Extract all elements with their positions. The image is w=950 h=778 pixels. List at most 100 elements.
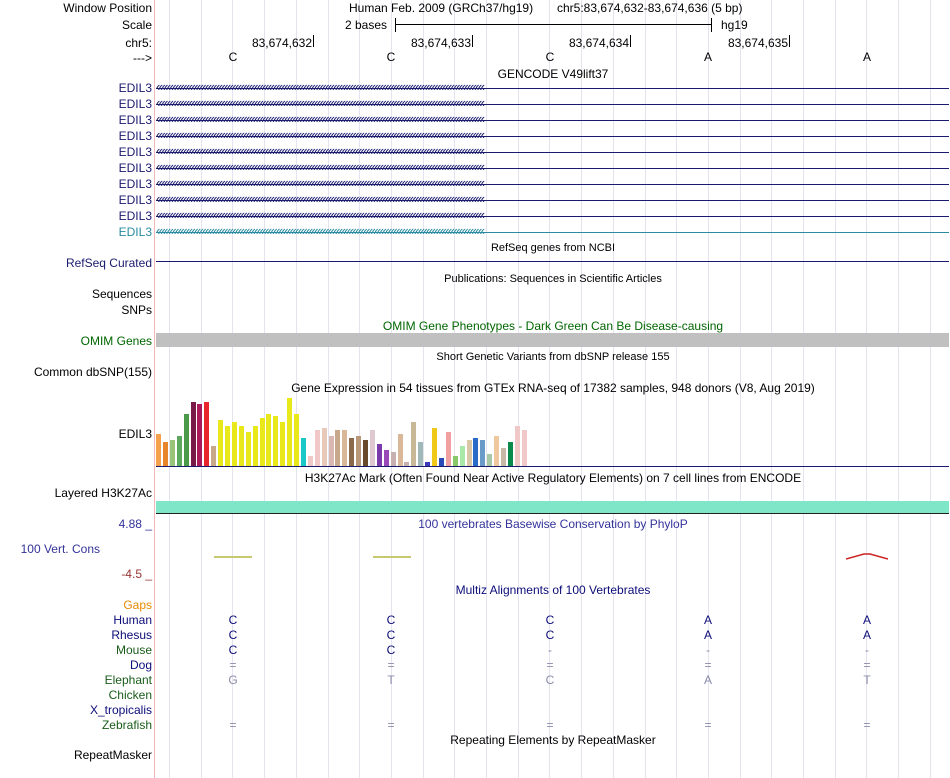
gtex-tissue-bar[interactable] xyxy=(452,456,458,466)
gene-label[interactable]: EDIL3 xyxy=(118,145,152,159)
species-label[interactable]: Dog xyxy=(129,658,152,672)
gtex-tissue-bar[interactable] xyxy=(459,446,465,466)
gene-model[interactable]: ‹‹‹‹‹‹‹‹‹‹‹‹‹‹‹‹‹‹‹‹‹‹‹‹‹‹‹‹‹‹‹‹‹‹‹‹‹‹‹‹… xyxy=(156,129,949,143)
gtex-tissue-bar[interactable] xyxy=(349,438,355,466)
gtex-tissue-bar[interactable] xyxy=(438,458,444,466)
gtex-tissue-bar[interactable] xyxy=(218,420,224,466)
omim-track-label[interactable]: OMIM Genes xyxy=(80,334,152,348)
gtex-tissue-bar[interactable] xyxy=(369,430,375,466)
repeatmasker-track-label[interactable]: RepeatMasker xyxy=(73,748,152,762)
gtex-tissue-bar[interactable] xyxy=(211,446,217,466)
gtex-bar-chart[interactable] xyxy=(156,396,536,466)
gene-label[interactable]: EDIL3 xyxy=(118,177,152,191)
gene-model[interactable]: ‹‹‹‹‹‹‹‹‹‹‹‹‹‹‹‹‹‹‹‹‹‹‹‹‹‹‹‹‹‹‹‹‹‹‹‹‹‹‹‹… xyxy=(156,225,949,239)
gtex-tissue-bar[interactable] xyxy=(356,436,362,466)
gtex-tissue-bar[interactable] xyxy=(307,456,313,466)
species-label[interactable]: Chicken xyxy=(108,688,152,702)
gene-label[interactable]: EDIL3 xyxy=(118,81,152,95)
gtex-tissue-bar[interactable] xyxy=(183,414,189,466)
gtex-tissue-bar[interactable] xyxy=(514,426,520,466)
gtex-tissue-bar[interactable] xyxy=(273,416,279,466)
gtex-tissue-bar[interactable] xyxy=(466,440,472,466)
gtex-tissue-bar[interactable] xyxy=(328,436,334,466)
gtex-tissue-bar[interactable] xyxy=(487,454,493,466)
gtex-tissue-bar[interactable] xyxy=(411,422,417,466)
gene-label[interactable]: EDIL3 xyxy=(118,161,152,175)
refseq-track-label[interactable]: RefSeq Curated xyxy=(65,256,152,270)
gtex-tissue-bar[interactable] xyxy=(225,426,230,466)
gtex-tissue-bar[interactable] xyxy=(156,434,161,466)
gtex-tissue-bar[interactable] xyxy=(204,402,210,466)
gtex-tissue-bar[interactable] xyxy=(390,452,396,466)
gtex-tissue-bar[interactable] xyxy=(445,432,451,466)
gtex-tissue-bar[interactable] xyxy=(494,436,500,466)
coordinate-label: 83,674,633 xyxy=(410,36,471,50)
h3k27ac-signal-bar[interactable] xyxy=(156,501,949,513)
gtex-tissue-bar[interactable] xyxy=(376,444,382,466)
gene-model[interactable]: ‹‹‹‹‹‹‹‹‹‹‹‹‹‹‹‹‹‹‹‹‹‹‹‹‹‹‹‹‹‹‹‹‹‹‹‹‹‹‹‹… xyxy=(156,113,949,127)
species-label[interactable]: Rhesus xyxy=(111,628,152,642)
gtex-tissue-bar[interactable] xyxy=(259,418,265,466)
phylop-track-label[interactable]: 100 Vert. Cons xyxy=(20,542,100,556)
gtex-tissue-bar[interactable] xyxy=(162,442,168,466)
gene-label[interactable]: EDIL3 xyxy=(118,113,152,127)
gene-model[interactable]: ‹‹‹‹‹‹‹‹‹‹‹‹‹‹‹‹‹‹‹‹‹‹‹‹‹‹‹‹‹‹‹‹‹‹‹‹‹‹‹‹… xyxy=(156,209,949,223)
gene-label[interactable]: EDIL3 xyxy=(118,225,152,239)
gene-model[interactable]: ‹‹‹‹‹‹‹‹‹‹‹‹‹‹‹‹‹‹‹‹‹‹‹‹‹‹‹‹‹‹‹‹‹‹‹‹‹‹‹‹… xyxy=(156,177,949,191)
gene-model[interactable]: ‹‹‹‹‹‹‹‹‹‹‹‹‹‹‹‹‹‹‹‹‹‹‹‹‹‹‹‹‹‹‹‹‹‹‹‹‹‹‹‹… xyxy=(156,145,949,159)
gtex-tissue-bar[interactable] xyxy=(231,422,237,466)
gtex-tissue-bar[interactable] xyxy=(287,398,293,466)
gtex-tissue-bar[interactable] xyxy=(176,436,182,466)
gtex-tissue-bar[interactable] xyxy=(473,438,479,466)
snps-track-label[interactable]: SNPs xyxy=(121,303,152,317)
gtex-tissue-bar[interactable] xyxy=(335,430,341,466)
gtex-tissue-bar[interactable] xyxy=(397,434,403,466)
gtex-tissue-bar[interactable] xyxy=(300,438,306,466)
gtex-tissue-bar[interactable] xyxy=(342,430,348,466)
gene-label[interactable]: EDIL3 xyxy=(118,97,152,111)
grid-line xyxy=(676,0,678,778)
gene-model[interactable]: ‹‹‹‹‹‹‹‹‹‹‹‹‹‹‹‹‹‹‹‹‹‹‹‹‹‹‹‹‹‹‹‹‹‹‹‹‹‹‹‹… xyxy=(156,97,949,111)
alignment-base: T xyxy=(863,673,871,687)
gtex-tissue-bar[interactable] xyxy=(383,450,389,466)
gtex-tissue-bar[interactable] xyxy=(280,422,286,466)
species-label[interactable]: Mouse xyxy=(115,643,152,657)
h3k27ac-track-label[interactable]: Layered H3K27Ac xyxy=(54,486,152,500)
omim-bar[interactable] xyxy=(156,333,949,347)
gtex-tissue-bar[interactable] xyxy=(521,430,527,466)
refseq-line[interactable] xyxy=(156,261,949,262)
gtex-tissue-bar[interactable] xyxy=(266,414,272,466)
gtex-tissue-bar[interactable] xyxy=(252,426,258,466)
gtex-tissue-bar[interactable] xyxy=(190,402,196,466)
gtex-tissue-bar[interactable] xyxy=(314,430,320,466)
gtex-tissue-bar[interactable] xyxy=(238,426,244,466)
gtex-tissue-bar[interactable] xyxy=(294,414,299,466)
gtex-tissue-bar[interactable] xyxy=(480,440,486,466)
gtex-tissue-bar[interactable] xyxy=(404,462,410,466)
gene-label[interactable]: EDIL3 xyxy=(118,129,152,143)
species-label[interactable]: Human xyxy=(113,613,152,627)
gtex-tissue-bar[interactable] xyxy=(363,440,368,466)
gtex-tissue-bar[interactable] xyxy=(169,440,175,466)
gene-model[interactable]: ‹‹‹‹‹‹‹‹‹‹‹‹‹‹‹‹‹‹‹‹‹‹‹‹‹‹‹‹‹‹‹‹‹‹‹‹‹‹‹‹… xyxy=(156,161,949,175)
gene-model[interactable]: ‹‹‹‹‹‹‹‹‹‹‹‹‹‹‹‹‹‹‹‹‹‹‹‹‹‹‹‹‹‹‹‹‹‹‹‹‹‹‹‹… xyxy=(156,81,949,95)
gtex-tissue-bar[interactable] xyxy=(197,404,203,466)
gtex-tissue-bar[interactable] xyxy=(425,462,431,466)
species-label[interactable]: Elephant xyxy=(104,673,152,687)
reference-base: C xyxy=(228,50,238,64)
gtex-tissue-bar[interactable] xyxy=(321,428,327,466)
species-label[interactable]: X_tropicalis xyxy=(89,703,152,717)
gtex-tissue-bar[interactable] xyxy=(418,442,424,466)
track-data-area[interactable]: Human Feb. 2009 (GRCh37/hg19) chr5:83,67… xyxy=(156,0,950,778)
gene-label[interactable]: EDIL3 xyxy=(118,209,152,223)
gtex-tissue-bar[interactable] xyxy=(432,428,437,466)
gtex-tissue-bar[interactable] xyxy=(501,448,506,466)
gene-model[interactable]: ‹‹‹‹‹‹‹‹‹‹‹‹‹‹‹‹‹‹‹‹‹‹‹‹‹‹‹‹‹‹‹‹‹‹‹‹‹‹‹‹… xyxy=(156,193,949,207)
gtex-tissue-bar[interactable] xyxy=(507,442,513,466)
species-label[interactable]: Zebrafish xyxy=(101,718,152,732)
publications-track-label[interactable]: Sequences xyxy=(91,287,152,301)
gtex-track-label[interactable]: EDIL3 xyxy=(118,427,152,441)
dbsnp-track-label[interactable]: Common dbSNP(155) xyxy=(33,365,152,379)
gtex-tissue-bar[interactable] xyxy=(245,432,251,466)
gene-label[interactable]: EDIL3 xyxy=(118,193,152,207)
